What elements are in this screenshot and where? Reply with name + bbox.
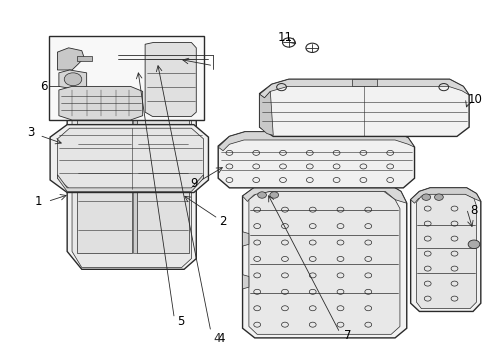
Text: 8: 8 [470,204,478,217]
Circle shape [112,80,120,86]
Polygon shape [50,125,208,193]
Circle shape [142,90,148,95]
Text: 5: 5 [177,315,184,328]
Polygon shape [352,79,376,86]
Polygon shape [416,194,476,309]
Text: 11: 11 [277,31,293,44]
Polygon shape [145,42,196,116]
Polygon shape [137,109,189,253]
Polygon shape [67,80,196,269]
Text: 9: 9 [190,177,197,190]
Polygon shape [57,128,203,189]
Polygon shape [161,62,183,78]
Polygon shape [77,56,92,62]
Polygon shape [133,109,137,253]
Circle shape [468,240,480,249]
Circle shape [126,80,134,86]
Polygon shape [260,79,469,136]
Circle shape [435,194,443,201]
Text: 4: 4 [218,333,225,346]
Circle shape [100,80,108,86]
Circle shape [270,192,279,198]
FancyBboxPatch shape [49,36,204,120]
Circle shape [171,90,178,95]
Polygon shape [72,89,192,267]
Text: 6: 6 [41,80,48,93]
Text: 3: 3 [27,126,34,139]
Polygon shape [57,175,203,192]
Circle shape [258,192,267,198]
Circle shape [161,90,168,95]
Polygon shape [75,59,110,78]
Circle shape [422,194,431,201]
Polygon shape [243,183,407,203]
Polygon shape [411,188,481,311]
Circle shape [151,90,158,95]
Text: 2: 2 [220,215,227,228]
Polygon shape [243,183,407,338]
Polygon shape [218,132,415,188]
Polygon shape [125,59,153,78]
Text: 7: 7 [343,329,351,342]
Polygon shape [243,232,249,246]
Polygon shape [218,132,415,151]
Text: 1: 1 [34,195,42,208]
Polygon shape [243,275,249,289]
Polygon shape [77,77,194,89]
Circle shape [64,73,82,86]
Text: 4: 4 [213,333,221,346]
Polygon shape [77,109,132,253]
Polygon shape [260,91,273,135]
Polygon shape [57,48,84,70]
Polygon shape [59,70,87,89]
Polygon shape [411,188,481,203]
Polygon shape [59,86,143,120]
Polygon shape [260,79,469,98]
Polygon shape [249,192,400,334]
Text: 10: 10 [467,93,483,106]
